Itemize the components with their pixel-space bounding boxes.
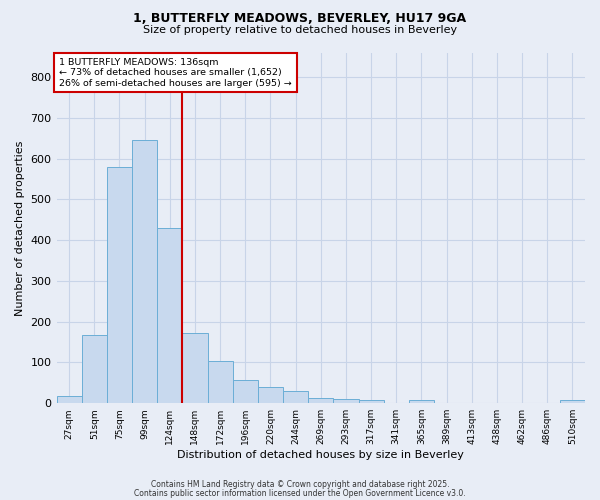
Bar	[132, 140, 157, 403]
Text: Contains public sector information licensed under the Open Government Licence v3: Contains public sector information licen…	[134, 488, 466, 498]
Bar	[82, 334, 107, 403]
Bar	[233, 380, 258, 403]
Y-axis label: Number of detached properties: Number of detached properties	[15, 140, 25, 316]
Bar	[208, 361, 233, 403]
Bar	[359, 400, 383, 403]
Bar	[56, 396, 82, 403]
Bar	[560, 400, 585, 403]
Text: Contains HM Land Registry data © Crown copyright and database right 2025.: Contains HM Land Registry data © Crown c…	[151, 480, 449, 489]
Bar	[409, 400, 434, 403]
Bar	[308, 398, 334, 403]
Text: Size of property relative to detached houses in Beverley: Size of property relative to detached ho…	[143, 25, 457, 35]
Bar	[157, 228, 182, 403]
Bar	[258, 387, 283, 403]
Bar	[334, 399, 359, 403]
Bar	[107, 166, 132, 403]
X-axis label: Distribution of detached houses by size in Beverley: Distribution of detached houses by size …	[178, 450, 464, 460]
Text: 1 BUTTERFLY MEADOWS: 136sqm
← 73% of detached houses are smaller (1,652)
26% of : 1 BUTTERFLY MEADOWS: 136sqm ← 73% of det…	[59, 58, 292, 88]
Bar	[182, 332, 208, 403]
Text: 1, BUTTERFLY MEADOWS, BEVERLEY, HU17 9GA: 1, BUTTERFLY MEADOWS, BEVERLEY, HU17 9GA	[133, 12, 467, 26]
Bar	[283, 391, 308, 403]
